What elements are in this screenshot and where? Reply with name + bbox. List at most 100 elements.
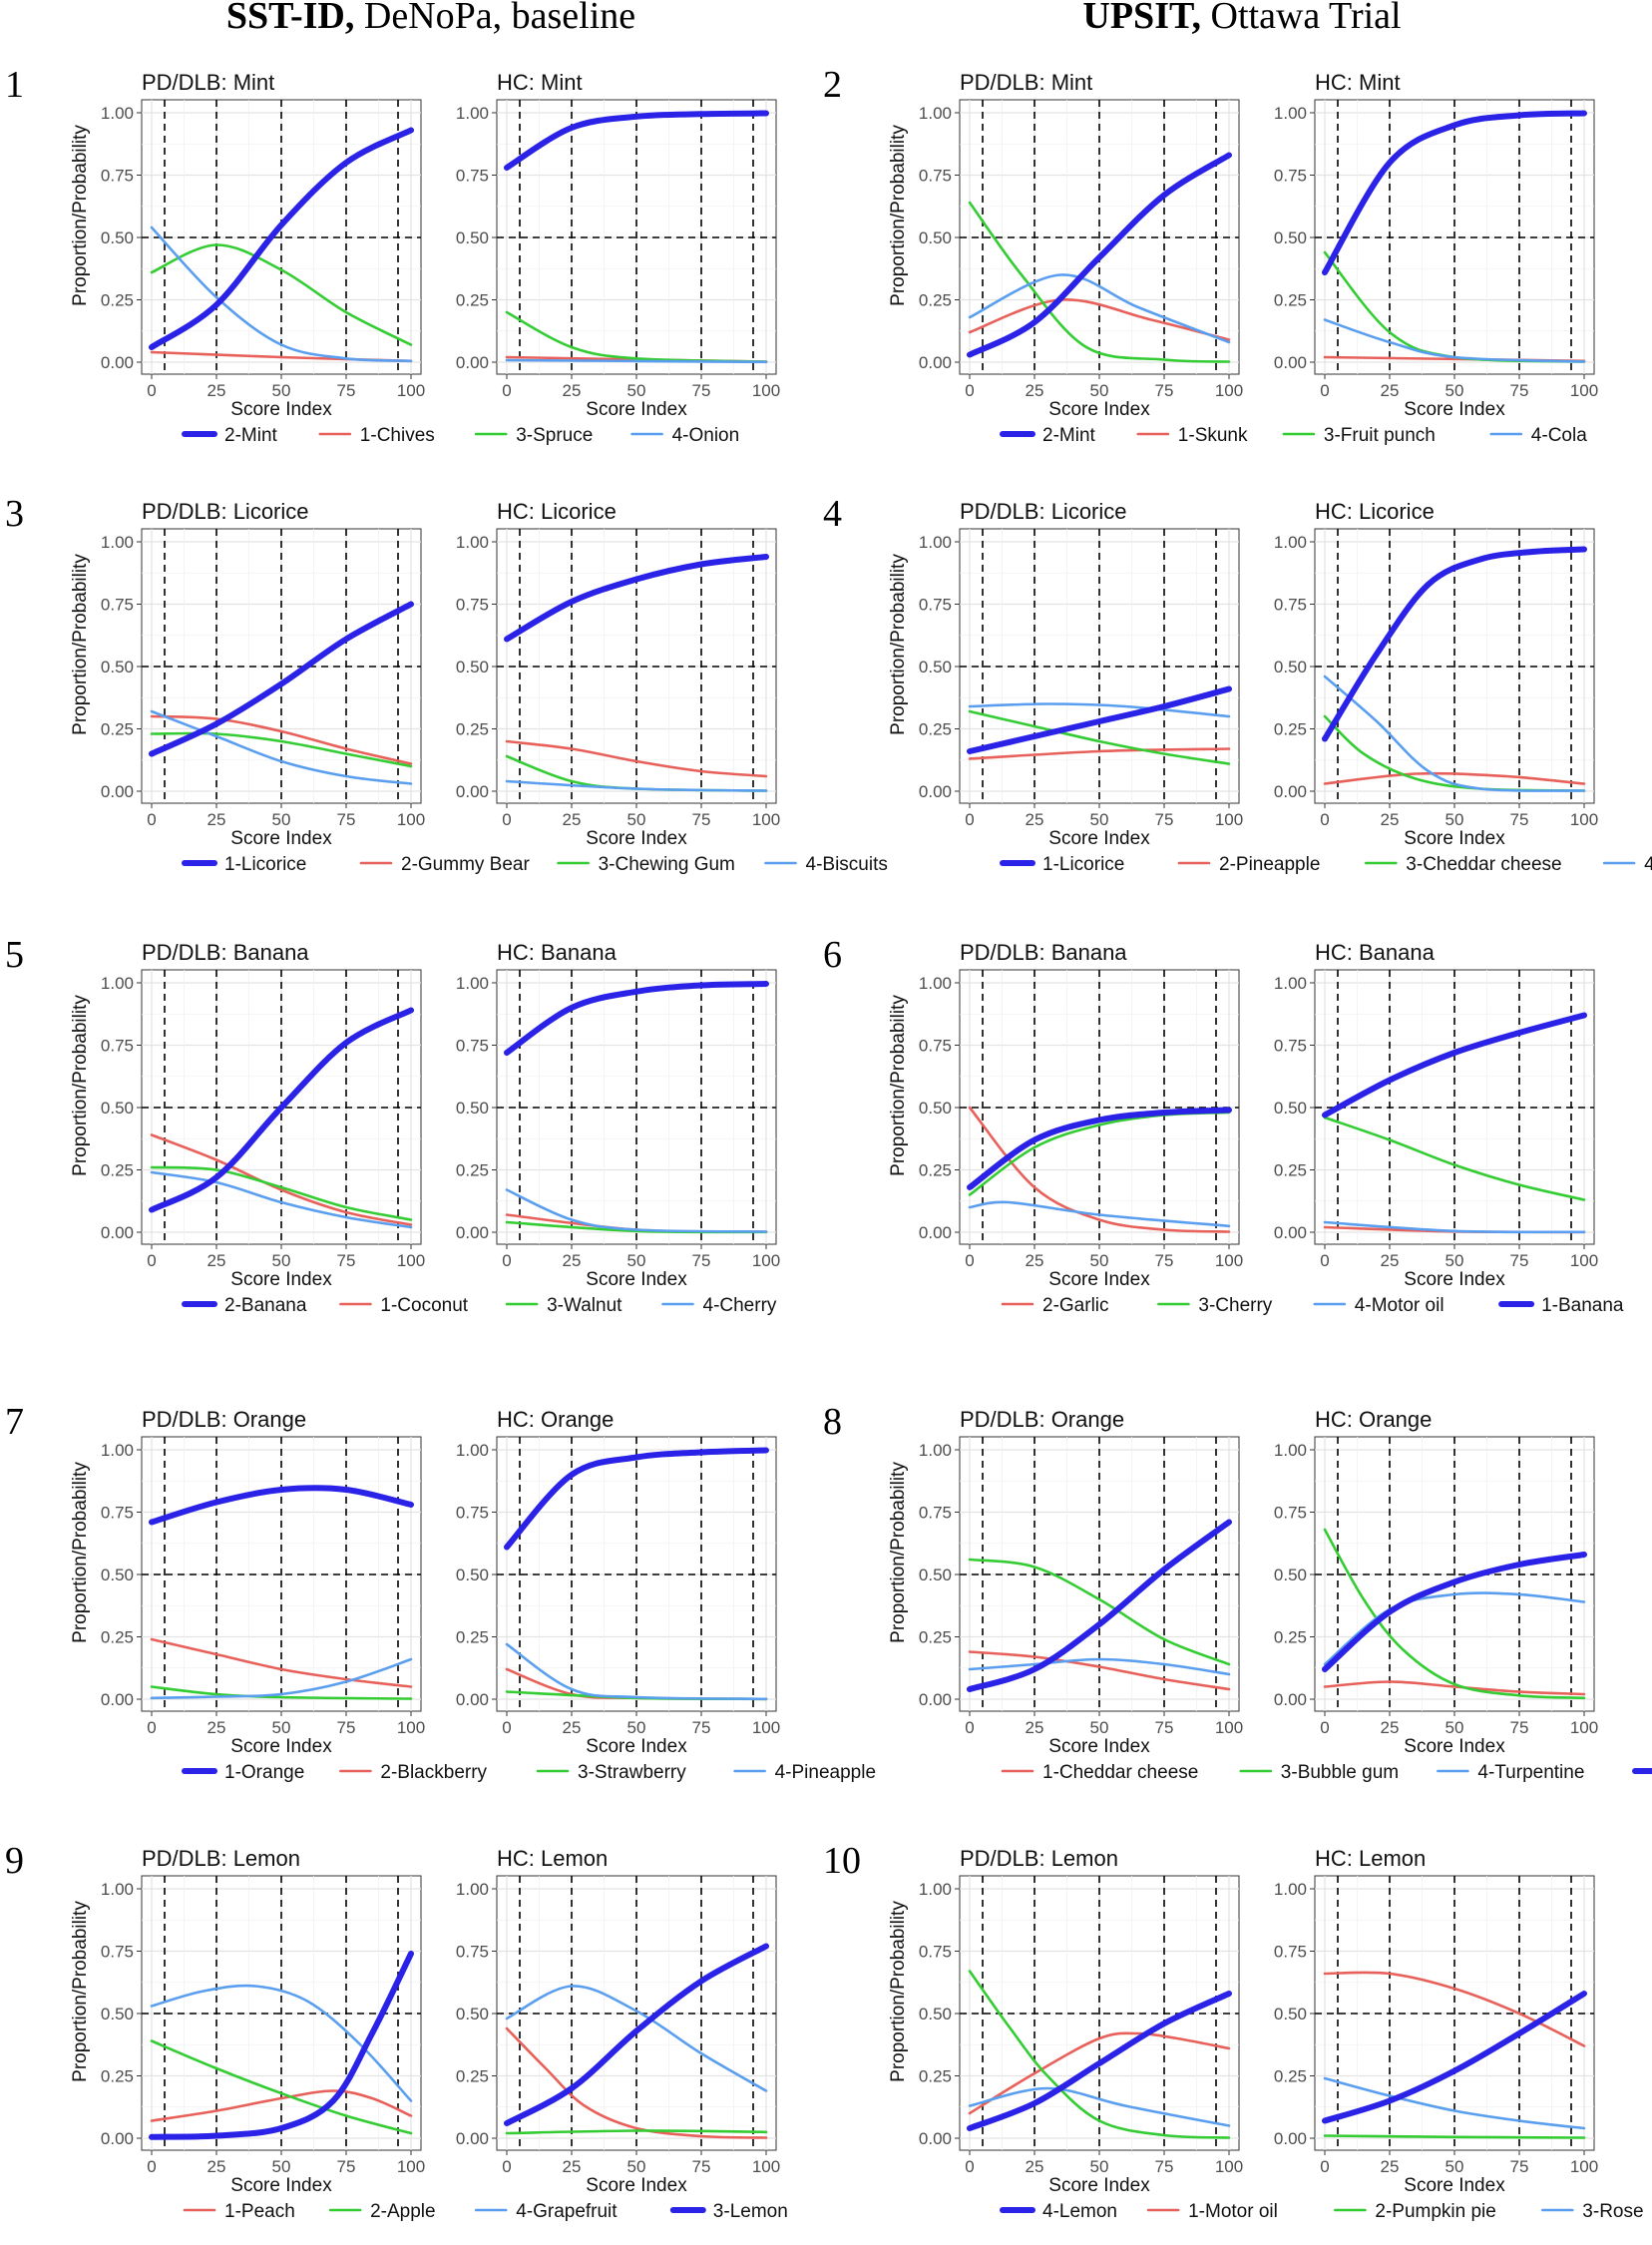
y-tick-label: 0.00 <box>919 353 952 372</box>
panel-right: HC: Orange 0.00 0.25 0.50 0.75 1.00 0 25 50 75 100… <box>1274 1407 1598 1757</box>
panel-number: 4 <box>823 493 842 535</box>
panel-title: HC: Lemon <box>497 1846 608 1871</box>
x-tick-label: 50 <box>272 1718 291 1737</box>
x-tick-label: 50 <box>272 810 291 829</box>
figure-1: 1 Proportion/Probability PD/DLB: Mint 0.00 0… <box>5 64 780 446</box>
x-tick-label: 75 <box>337 381 356 400</box>
x-tick-label: 25 <box>1026 1718 1044 1737</box>
series-line-t <box>1322 110 1587 275</box>
panel-title: HC: Licorice <box>1315 499 1435 524</box>
legend-label: 2-Mint <box>224 425 278 446</box>
y-tick-label: 0.75 <box>1274 1504 1307 1523</box>
series-line-c3 <box>968 1657 1231 1676</box>
y-tick-label: 1.00 <box>101 974 134 993</box>
y-tick-label: 0.25 <box>1274 2067 1307 2086</box>
x-tick-label: 0 <box>1320 381 1329 400</box>
panel-right: HC: Banana 0.00 0.25 0.50 0.75 1.00 0 25 50 75 100… <box>1274 940 1598 1290</box>
x-tick-label: 100 <box>1570 2157 1598 2176</box>
x-tick-label: 50 <box>627 810 646 829</box>
x-tick-label: 0 <box>1320 2157 1329 2176</box>
y-axis-label: Proportion/Probability <box>888 1901 909 2082</box>
y-tick-label: 0.00 <box>456 2129 489 2148</box>
series-line-t <box>504 1943 769 2126</box>
series-line-c3 <box>150 1984 413 2102</box>
legend-label: 4-Biscuits <box>806 854 888 875</box>
panel-right: HC: Licorice 0.00 0.25 0.50 0.75 1.00 0 25 50 75 1… <box>456 499 780 849</box>
x-axis-label: Score Index <box>586 1269 687 1290</box>
panel-title: PD/DLB: Orange <box>142 1407 306 1432</box>
x-tick-label: 100 <box>1570 1718 1598 1737</box>
series-line-c1 <box>968 1650 1231 1691</box>
figure-8: 8 Proportion/Probability PD/DLB: Orange 0.0… <box>823 1401 1652 1783</box>
x-axis-label: Score Index <box>586 828 687 849</box>
series-line-c3 <box>1323 1591 1586 1666</box>
legend-label: 2-Garlic <box>1042 1295 1109 1316</box>
y-tick-label: 0.25 <box>1274 1161 1307 1180</box>
x-tick-label: 50 <box>627 1251 646 1270</box>
y-tick-label: 0.25 <box>456 2067 489 2086</box>
x-tick-label: 75 <box>692 1251 711 1270</box>
x-tick-label: 75 <box>1510 1251 1529 1270</box>
y-tick-label: 0.25 <box>919 720 952 739</box>
y-tick-label: 0.25 <box>919 2067 952 2086</box>
y-tick-label: 0.50 <box>101 658 134 676</box>
y-tick-label: 0.25 <box>919 1161 952 1180</box>
y-tick-label: 0.75 <box>101 596 134 615</box>
x-tick-label: 25 <box>1381 2157 1400 2176</box>
series-line-c3 <box>505 1642 768 1701</box>
x-tick-label: 25 <box>1381 381 1400 400</box>
legend-label: 4-Lemon <box>1042 2201 1117 2222</box>
series-line-t <box>1322 1012 1587 1119</box>
series-line-t <box>1322 1991 1587 2124</box>
panel-left: PD/DLB: Banana 0.00 0.25 0.50 0.75 1.00 0 25 50 7… <box>919 940 1243 1290</box>
x-tick-label: 0 <box>1320 1251 1329 1270</box>
series-line-c2 <box>150 243 413 346</box>
y-tick-label: 1.00 <box>919 104 952 123</box>
legend-label: 1-Coconut <box>380 1295 468 1316</box>
x-axis-label: Score Index <box>1048 399 1150 420</box>
series-line-c3 <box>1323 318 1586 363</box>
y-tick-label: 0.75 <box>1274 1943 1307 1962</box>
panel-left: PD/DLB: Lemon 0.00 0.25 0.50 0.75 1.00 0 25 50 75… <box>101 1846 425 2196</box>
y-axis-label: Proportion/Probability <box>888 554 909 735</box>
series-line-c1 <box>968 298 1231 341</box>
legend-label: 4-Grapefruit <box>516 2201 618 2222</box>
x-tick-label: 0 <box>1320 1718 1329 1737</box>
panel-left: PD/DLB: Licorice 0.00 0.25 0.50 0.75 1.00 0 25 5… <box>101 499 425 849</box>
y-tick-label: 1.00 <box>1274 1880 1307 1899</box>
y-tick-label: 1.00 <box>919 533 952 552</box>
series-line-c3 <box>505 358 768 364</box>
series-line-c2 <box>150 1165 413 1221</box>
legend-label: 3-Cherry <box>1198 1295 1272 1316</box>
x-tick-label: 100 <box>1215 381 1243 400</box>
panel-title: PD/DLB: Licorice <box>142 499 309 524</box>
series-line-c1 <box>1323 1680 1586 1696</box>
x-axis-label: Score Index <box>586 1736 687 1757</box>
column-title-right: UPSIT, Ottawa Trial <box>1082 0 1401 37</box>
legend-label: 2-Pineapple <box>1219 854 1320 875</box>
series-line-c3 <box>150 709 413 785</box>
y-tick-label: 0.50 <box>456 1099 489 1118</box>
x-tick-label: 100 <box>752 2157 780 2176</box>
legend-label: 3-Chewing Gum <box>599 854 735 875</box>
legend: 1-Orange 2-Blackberry 3-Strawberry 4-Pineap… <box>182 1762 876 1783</box>
y-tick-label: 0.00 <box>1274 353 1307 372</box>
x-tick-label: 25 <box>563 1718 582 1737</box>
legend-label: 4-Onion <box>672 425 740 446</box>
x-tick-label: 0 <box>502 810 511 829</box>
y-tick-label: 0.00 <box>101 782 134 801</box>
y-tick-label: 0.50 <box>456 658 489 676</box>
x-tick-label: 75 <box>1510 2157 1529 2176</box>
legend: 1-Cheddar cheese 3-Bubble gum 4-Turpentine… <box>1001 1762 1652 1783</box>
x-tick-label: 50 <box>1446 810 1464 829</box>
x-tick-label: 50 <box>627 381 646 400</box>
y-tick-label: 0.00 <box>101 1223 134 1242</box>
series-line-t <box>504 110 769 171</box>
series-line-t <box>967 1107 1232 1190</box>
figure-7: 7 Proportion/Probability PD/DLB: Orange 0.0… <box>5 1401 876 1783</box>
series-line-c2 <box>1323 1116 1586 1201</box>
y-tick-label: 1.00 <box>101 104 134 123</box>
y-tick-label: 0.25 <box>101 291 134 310</box>
y-tick-label: 0.00 <box>919 2129 952 2148</box>
y-tick-label: 1.00 <box>1274 974 1307 993</box>
